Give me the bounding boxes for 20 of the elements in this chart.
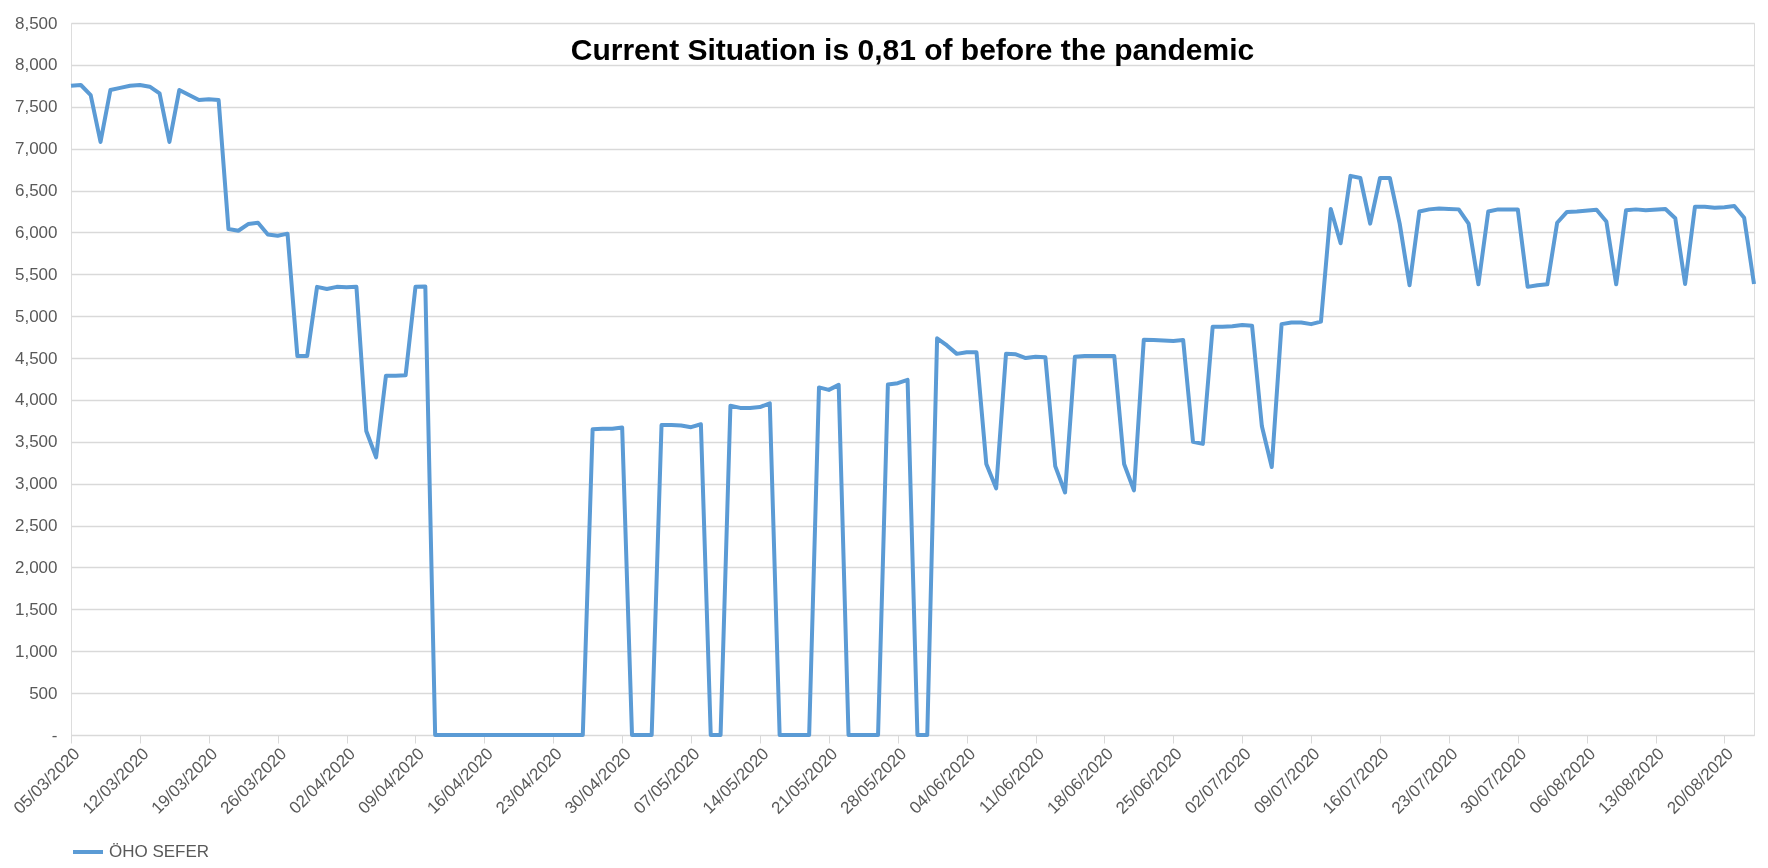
y-tick-label: 5,500 — [14, 264, 58, 284]
y-tick-label: 7,500 — [14, 97, 58, 117]
y-tick-label: 4,000 — [14, 390, 58, 410]
legend-label: ÖHO SEFER — [109, 842, 210, 861]
y-tick-label: 6,000 — [14, 222, 58, 242]
y-tick-label: 5,000 — [14, 306, 58, 326]
y-tick-label: 3,000 — [14, 474, 58, 494]
y-tick-label: 8,500 — [14, 13, 58, 33]
y-tick-label: 4,500 — [14, 348, 58, 368]
y-tick-label: 2,500 — [14, 516, 58, 536]
y-tick-label: 8,000 — [14, 55, 58, 75]
y-tick-label: 1,000 — [14, 641, 58, 661]
y-tick-label: 3,500 — [14, 432, 58, 452]
chart-title: Current Situation is 0,81 of before the pandemic — [570, 33, 1255, 66]
y-tick-label: 7,000 — [14, 139, 58, 159]
y-tick-label: - — [51, 725, 58, 745]
y-tick-label: 6,500 — [14, 181, 58, 201]
y-tick-label: 1,500 — [14, 599, 58, 619]
y-tick-label: 500 — [29, 683, 58, 703]
y-tick-label: 2,000 — [14, 557, 58, 577]
